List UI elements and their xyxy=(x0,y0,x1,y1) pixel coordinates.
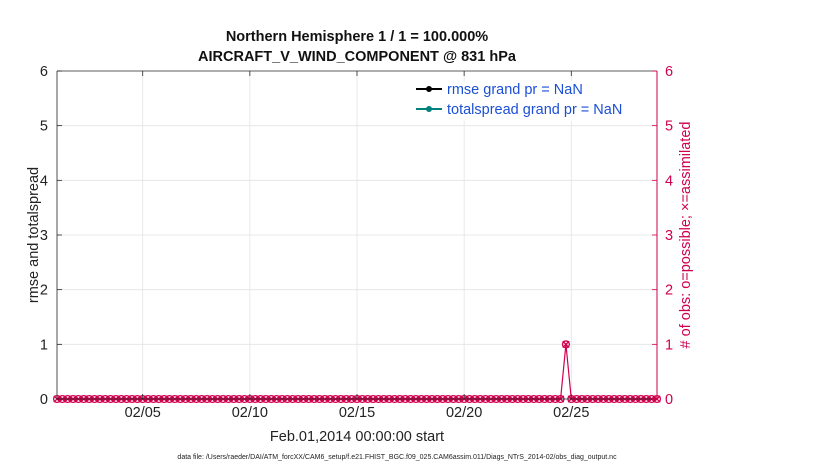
y-axis-label-right: # of obs: o=possible; ×=assimilated xyxy=(678,122,694,349)
legend-totalspread-label: totalspread grand pr = NaN xyxy=(447,102,622,118)
y-tick-label-right-2: 2 xyxy=(665,283,673,299)
legend-rmse-marker xyxy=(426,86,432,92)
y-tick-label-right-0: 0 xyxy=(665,392,673,408)
tick-labels: 0 0 1 1 2 2 3 3 4 4 5 5 6 6 02/05 02/10 02/15 02/20 02/25 xyxy=(40,64,673,421)
y-tick-label-left-4: 4 xyxy=(40,173,48,189)
y-axis-label-left: rmse and totalspread xyxy=(26,167,42,303)
legend-rmse-label: rmse grand pr = NaN xyxy=(447,82,583,98)
chart-title-line1: Northern Hemisphere 1 / 1 = 100.000% xyxy=(226,29,488,45)
chart-title-line2: AIRCRAFT_V_WIND_COMPONENT @ 831 hPa xyxy=(198,49,517,65)
grid xyxy=(57,71,657,399)
x-tick-label-02/10: 02/10 xyxy=(232,405,268,421)
x-tick-label-02/15: 02/15 xyxy=(339,405,375,421)
y-tick-label-right-6: 6 xyxy=(665,64,673,80)
x-tick-label-02/20: 02/20 xyxy=(446,405,482,421)
y-tick-label-right-4: 4 xyxy=(665,173,673,189)
y-tick-label-left-2: 2 xyxy=(40,283,48,299)
data-file-footnote: data file: /Users/raeder/DAI/ATM_forcXX/… xyxy=(177,454,617,461)
y-tick-label-left-5: 5 xyxy=(40,119,48,135)
legend-item-totalspread: totalspread grand pr = NaN xyxy=(416,102,622,118)
obs-possible-marker xyxy=(561,340,570,349)
legend-box xyxy=(413,81,649,121)
y-tick-label-left-3: 3 xyxy=(40,228,48,244)
x-axis-label: Feb.01,2014 00:00:00 start xyxy=(270,429,444,445)
y-tick-label-left-6: 6 xyxy=(40,64,48,80)
legend-totalspread-marker xyxy=(426,106,432,112)
obs-point xyxy=(561,340,570,349)
legend: rmse grand pr = NaN totalspread grand pr… xyxy=(413,81,649,121)
tick-marks xyxy=(57,70,657,400)
y-tick-label-right-1: 1 xyxy=(665,337,673,353)
y-tick-label-right-3: 3 xyxy=(665,228,673,244)
x-tick-label-02/25: 02/25 xyxy=(553,405,589,421)
y-tick-label-right-5: 5 xyxy=(665,119,673,135)
y-tick-label-left-1: 1 xyxy=(40,337,48,353)
obs-assimilated-marker-b xyxy=(562,340,570,348)
x-tick-label-02/05: 02/05 xyxy=(125,405,161,421)
y-tick-label-left-0: 0 xyxy=(40,392,48,408)
legend-item-rmse: rmse grand pr = NaN xyxy=(416,82,583,98)
